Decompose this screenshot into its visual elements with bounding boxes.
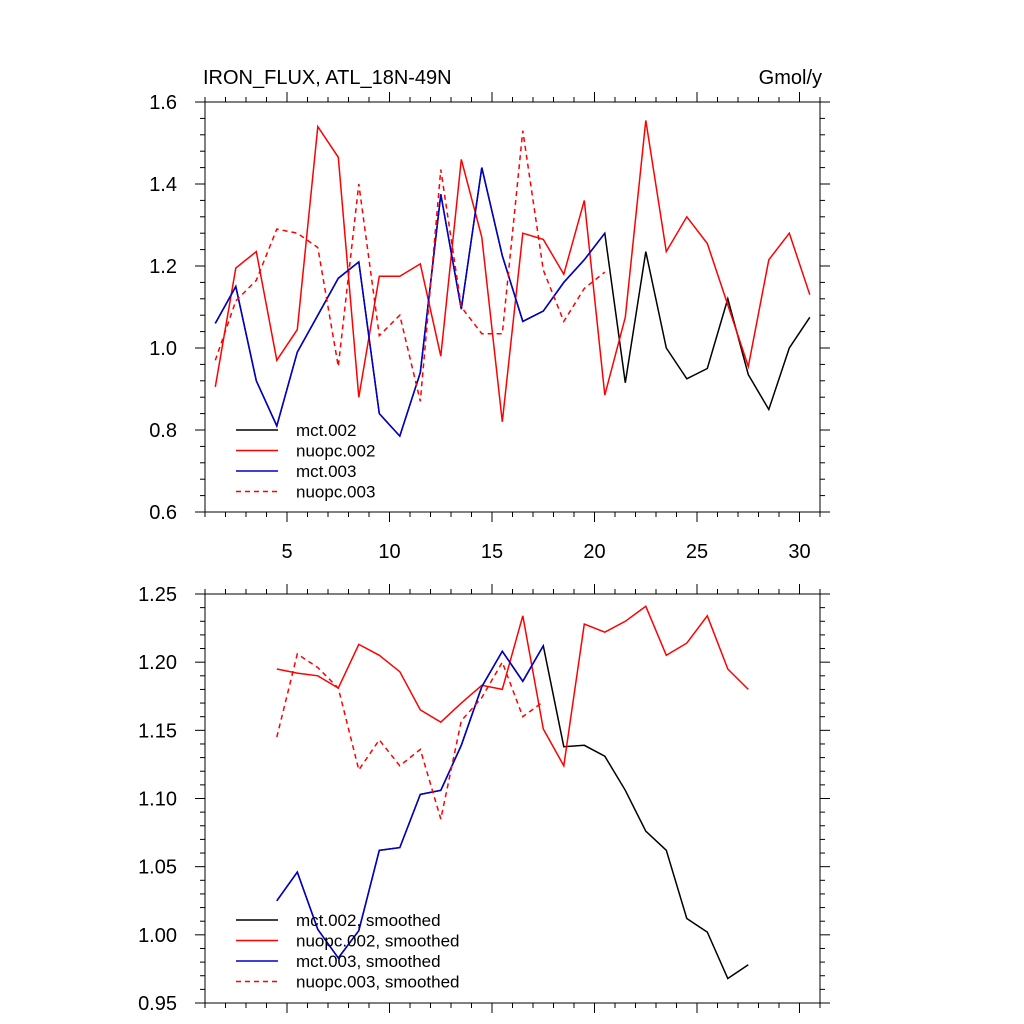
y-tick-label: 1.10: [138, 789, 177, 811]
legend-label: mct.002, smoothed: [296, 911, 441, 930]
series-line-nuopc-002-smoothed: [276, 605, 749, 769]
legend-label: mct.003: [296, 462, 356, 481]
x-tick-label: 20: [583, 541, 605, 563]
y-tick-label: 1.15: [138, 720, 177, 742]
series-line-mct-003: [214, 167, 606, 438]
y-tick-label: 1.4: [149, 174, 177, 196]
y-tick-label: 0.95: [138, 993, 177, 1015]
y-tick-label: 1.2: [149, 256, 177, 278]
legend-label: nuopc.003: [296, 483, 375, 502]
y-tick-label: 0.6: [149, 502, 177, 524]
legend-label: mct.002: [296, 421, 356, 440]
x-tick-label: 5: [281, 541, 292, 563]
legend-label: nuopc.003, smoothed: [296, 973, 460, 992]
x-tick-label: 10: [378, 541, 400, 563]
y-tick-label: 1.20: [138, 652, 177, 674]
x-tick-label: 25: [686, 541, 708, 563]
series-line-mct-003-smoothed: [276, 645, 544, 960]
bottom-panel: 0.95 1.00 1.05 1.10 1.15 1.20 1.25 mct.002, smo…: [138, 584, 830, 1015]
x-tick-label: 15: [481, 541, 503, 563]
y-tick-label: 0.8: [149, 420, 177, 442]
y-tick-label: 1.00: [138, 925, 177, 947]
units-label: Gmol/y: [759, 67, 822, 89]
y-tick-label: 1.05: [138, 857, 177, 879]
legend-label: nuopc.002: [296, 442, 375, 461]
series-line-mct-002: [214, 167, 811, 438]
series-line-nuopc-003: [214, 130, 606, 402]
legend-label: nuopc.002, smoothed: [296, 932, 460, 951]
y-tick-label: 1.6: [149, 92, 177, 114]
series-line-nuopc-003-smoothed: [276, 652, 544, 820]
y-tick-label: 1.25: [138, 584, 177, 606]
chart-title: IRON_FLUX, ATL_18N-49N: [203, 67, 452, 89]
series-line-nuopc-002: [214, 120, 811, 422]
y-tick-label: 1.0: [149, 338, 177, 360]
x-tick-label: 30: [788, 541, 810, 563]
top-panel: IRON_FLUX, ATL_18N-49N Gmol/y 5 10 15 20 25 3…: [149, 67, 830, 563]
legend-label: mct.003, smoothed: [296, 952, 441, 971]
